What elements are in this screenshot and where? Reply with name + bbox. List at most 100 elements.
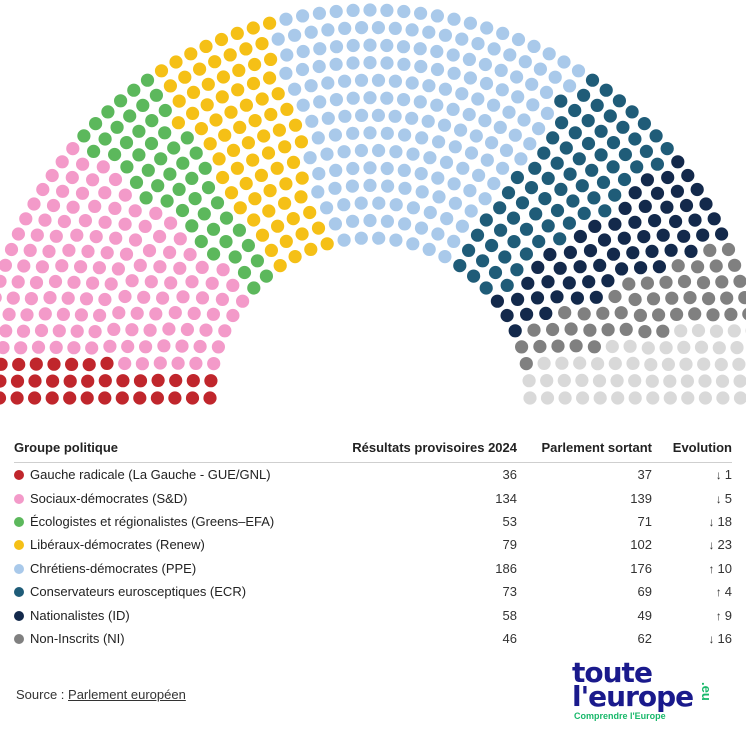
seat-dot (576, 391, 590, 405)
seat-dot (17, 259, 31, 273)
seat-dot (121, 339, 135, 354)
group-cell: Nationalistes (ID) (14, 603, 317, 626)
seat-dot (168, 391, 182, 405)
seat-dot (27, 197, 41, 211)
seat-dot (519, 222, 534, 236)
seat-dot (590, 98, 604, 112)
seat-dot (396, 40, 411, 54)
seat-dot (431, 171, 445, 185)
seat-dot (208, 55, 222, 69)
seat-dot (626, 356, 640, 370)
seat-dot (52, 324, 66, 338)
seat-dot (562, 276, 576, 290)
seat-dot (684, 244, 698, 258)
seat-dot (648, 214, 662, 228)
seat-dot (305, 114, 319, 128)
seat-dot (92, 261, 106, 275)
seat-dot (471, 92, 485, 106)
seat-dot (542, 47, 556, 61)
seat-dot (158, 126, 172, 140)
seat-dot (230, 161, 244, 175)
header-evolution: Evolution (652, 440, 732, 463)
seat-dot (510, 292, 525, 306)
seat-dot (706, 308, 720, 322)
seat-dot (447, 12, 461, 26)
seat-dot (228, 250, 242, 264)
group-cell: Gauche radicale (La Gauche - GUE/GNL) (14, 463, 317, 487)
seat-dot (312, 167, 326, 181)
seat-dot (455, 87, 469, 101)
seat-dot (255, 92, 269, 106)
seat-dot (193, 62, 207, 76)
seat-dot (30, 228, 44, 242)
seat-dot (320, 201, 334, 215)
seat-dot (430, 62, 445, 77)
outgoing-value: 176 (630, 560, 652, 576)
seat-dot (597, 233, 612, 247)
seat-dot (625, 105, 639, 119)
seat-dot (338, 109, 352, 123)
seat-dot (65, 170, 79, 185)
arrow-down-icon: ↓ (708, 514, 715, 529)
seat-dot (248, 57, 262, 72)
seat-dot (406, 237, 420, 251)
seat-dot (415, 131, 429, 145)
seat-dot (628, 374, 642, 388)
seat-dot (363, 38, 377, 52)
seat-dot (634, 261, 648, 275)
results-value: 36 (502, 467, 517, 483)
seat-dot (214, 32, 229, 47)
seat-dot (569, 339, 583, 353)
seat-dot (63, 391, 77, 405)
seat-dot (218, 128, 232, 142)
seat-dot (200, 98, 214, 112)
seat-dot (646, 391, 660, 405)
seat-dot (116, 374, 130, 388)
seat-dot (77, 129, 91, 143)
seat-dot (114, 94, 128, 108)
seat-dot (118, 217, 132, 231)
seat-dot (85, 341, 99, 355)
seat-dot (430, 44, 444, 59)
seat-dot (226, 308, 240, 323)
seat-dot (532, 122, 546, 136)
seat-dot (178, 70, 192, 84)
seat-dot (363, 3, 377, 17)
seat-dot (572, 152, 586, 166)
seat-dot (661, 170, 675, 185)
seat-dot (503, 48, 517, 62)
seat-dot (246, 21, 260, 35)
seat-dot (463, 71, 477, 85)
seat-dot (490, 294, 504, 308)
seat-dot (189, 356, 203, 370)
seat-dot (143, 323, 157, 337)
seat-dot (130, 306, 144, 320)
seat-dot (660, 200, 674, 214)
seat-dot (259, 269, 273, 283)
seat-dot (203, 137, 217, 151)
seat-dot (142, 244, 157, 258)
seat-dot (144, 275, 158, 289)
seat-dot (652, 260, 667, 274)
seat-dot (596, 306, 610, 320)
group-name: Chrétiens-démocrates (PPE) (30, 560, 197, 576)
seat-dot (593, 391, 607, 405)
source-label: Source : (16, 687, 69, 702)
seat-dot (156, 291, 170, 305)
seat-dot (337, 145, 351, 159)
seat-dot (623, 339, 637, 353)
seat-dot (239, 98, 253, 112)
seat-dot (184, 47, 198, 61)
source-link[interactable]: Parlement européen (68, 687, 186, 702)
seat-dot (169, 55, 183, 69)
seat-dot (204, 374, 218, 388)
seat-dot (526, 98, 540, 112)
legend-dot-icon (14, 633, 24, 644)
seat-dot (0, 258, 12, 272)
seat-dot (454, 123, 468, 137)
seat-dot (563, 167, 577, 181)
seat-dot (479, 76, 494, 91)
seat-dot (388, 74, 402, 88)
arrow-down-icon: ↓ (715, 468, 722, 483)
seat-dot (372, 196, 386, 210)
